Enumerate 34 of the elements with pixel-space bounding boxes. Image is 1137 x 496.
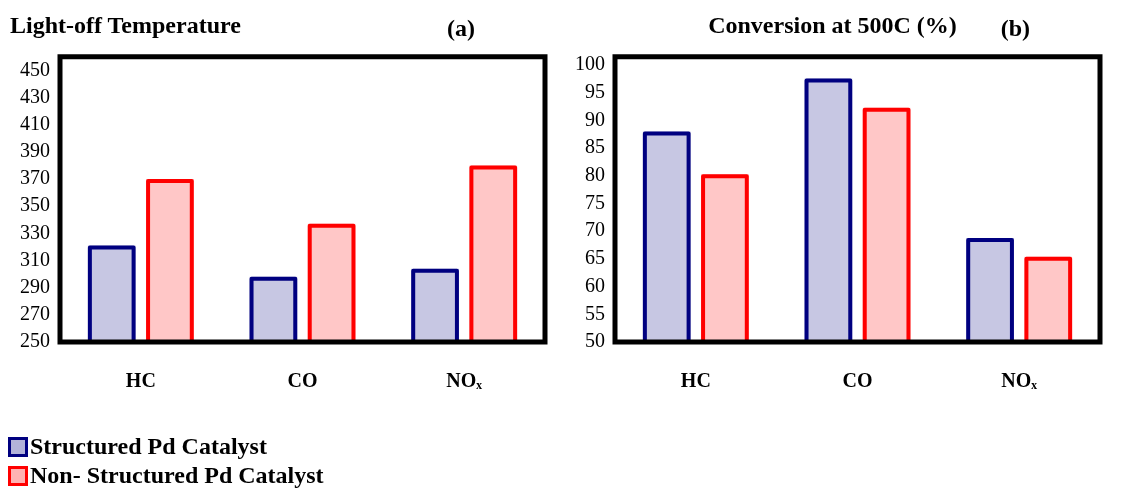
- y-tick-label: 310: [20, 247, 50, 270]
- x-tick-label: NOₓ: [1001, 369, 1038, 392]
- text: (b): [1000, 15, 1030, 42]
- y-tick-label: 75: [585, 190, 605, 213]
- x-tick-label: NOₓ: [446, 369, 483, 392]
- x-tick-label: HC: [125, 369, 156, 392]
- chart-title: Conversion at 500C (%): [708, 11, 957, 38]
- chart-title: Light-off Temperature: [10, 11, 242, 38]
- y-tick-label: 85: [585, 135, 605, 158]
- y-tick-label: 90: [585, 107, 605, 130]
- y-tick-label: 65: [585, 246, 605, 269]
- legend-label: Non- Structured Pd Catalyst: [30, 461, 324, 490]
- y-tick-label: 60: [585, 273, 605, 296]
- y-tick-label: 50: [585, 329, 605, 352]
- y-tick-label: 70: [585, 218, 605, 241]
- y-tick-label: 330: [20, 220, 50, 243]
- y-tick-label: 370: [20, 166, 50, 189]
- y-tick-label: 55: [585, 301, 605, 324]
- x-tick-label: HC: [680, 369, 711, 392]
- x-tick-label: CO: [842, 369, 873, 392]
- y-tick-label: 290: [20, 274, 50, 297]
- text: (a): [447, 15, 475, 42]
- y-tick-label: 95: [585, 80, 605, 103]
- legend-label: Structured Pd Catalyst: [30, 432, 267, 461]
- y-tick-label: 410: [20, 111, 50, 134]
- y-tick-label: 270: [20, 302, 50, 325]
- y-tick-label: 430: [20, 84, 50, 107]
- y-tick-label: 450: [20, 57, 50, 80]
- y-tick-label: 100: [575, 52, 605, 75]
- y-tick-label: 250: [20, 329, 50, 352]
- x-tick-label: CO: [287, 369, 318, 392]
- y-tick-label: 390: [20, 139, 50, 162]
- y-tick-label: 80: [585, 163, 605, 186]
- y-tick-label: 350: [20, 193, 50, 216]
